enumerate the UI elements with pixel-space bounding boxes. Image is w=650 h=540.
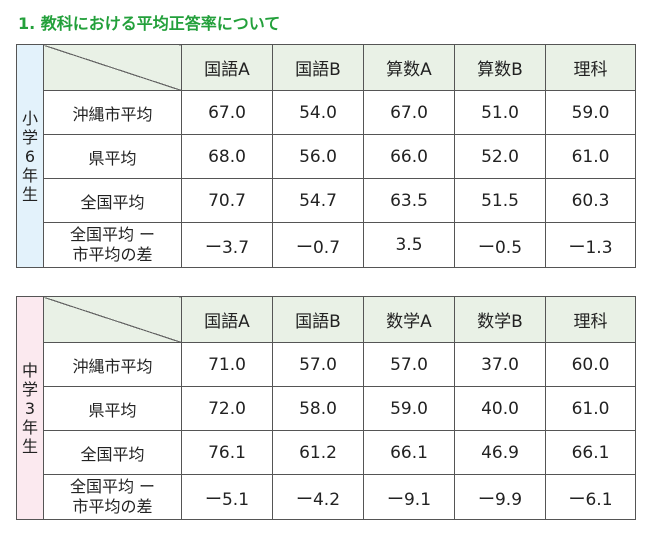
row-label: 沖縄市平均 xyxy=(43,90,182,135)
score-cell: 66.0 xyxy=(363,134,455,179)
section-heading: 1. 教科における平均正答率について xyxy=(18,14,281,33)
column-header: 国語B xyxy=(272,44,364,91)
table-row: 県平均 68.0 56.0 66.0 52.0 61.0 xyxy=(17,134,636,179)
score-cell: 66.1 xyxy=(545,430,636,475)
difference-cell: ー9.9 xyxy=(454,474,546,520)
row-label: 全国平均 ー市平均の差 xyxy=(43,474,182,520)
table-row: 沖縄市平均 67.0 54.0 67.0 51.0 59.0 xyxy=(17,90,636,135)
difference-cell: ー1.3 xyxy=(545,222,636,268)
difference-cell: ー3.7 xyxy=(181,222,273,268)
score-cell: 67.0 xyxy=(363,90,455,135)
column-header: 理科 xyxy=(545,296,636,343)
score-cell: 54.0 xyxy=(272,90,364,135)
row-label: 全国平均 xyxy=(43,430,182,475)
column-header: 国語B xyxy=(272,296,364,343)
difference-cell: ー9.1 xyxy=(363,474,455,520)
score-cell: 59.0 xyxy=(545,90,636,135)
column-header: 数学A xyxy=(363,296,455,343)
column-header: 国語A xyxy=(181,44,273,91)
table-row: 全国平均 70.7 54.7 63.5 51.5 60.3 xyxy=(17,178,636,223)
difference-cell: ー6.1 xyxy=(545,474,636,520)
table-row: 沖縄市平均 71.0 57.0 57.0 37.0 60.0 xyxy=(17,342,636,387)
score-cell: 61.0 xyxy=(545,134,636,179)
elementary-score-table: 小学6年生 国語A 国語B 算数A 算数B 理科 沖縄市平均 67.0 54.0… xyxy=(16,44,636,268)
row-label: 全国平均 xyxy=(43,178,182,223)
column-header: 算数A xyxy=(363,44,455,91)
score-cell: 70.7 xyxy=(181,178,273,223)
score-cell: 60.0 xyxy=(545,342,636,387)
score-cell: 54.7 xyxy=(272,178,364,223)
score-cell: 63.5 xyxy=(363,178,455,223)
column-header: 国語A xyxy=(181,296,273,343)
column-header: 理科 xyxy=(545,44,636,91)
table-row: 全国平均 76.1 61.2 66.1 46.9 66.1 xyxy=(17,430,636,475)
score-cell: 76.1 xyxy=(181,430,273,475)
score-cell: 61.2 xyxy=(272,430,364,475)
grade-label: 小学6年生 xyxy=(16,44,44,268)
score-cell: 51.5 xyxy=(454,178,546,223)
score-cell: 40.0 xyxy=(454,386,546,431)
score-cell: 60.3 xyxy=(545,178,636,223)
score-cell: 59.0 xyxy=(363,386,455,431)
row-label: 沖縄市平均 xyxy=(43,342,182,387)
score-cell: 67.0 xyxy=(181,90,273,135)
score-cell: 61.0 xyxy=(545,386,636,431)
grade-label: 中学3年生 xyxy=(16,296,44,520)
score-cell: 71.0 xyxy=(181,342,273,387)
score-cell: 66.1 xyxy=(363,430,455,475)
score-cell: 58.0 xyxy=(272,386,364,431)
header-row: 小学6年生 国語A 国語B 算数A 算数B 理科 xyxy=(16,44,636,268)
difference-cell: ー5.1 xyxy=(181,474,273,520)
difference-cell: ー0.7 xyxy=(272,222,364,268)
score-cell: 52.0 xyxy=(454,134,546,179)
header-row: 中学3年生 国語A 国語B 数学A 数学B 理科 xyxy=(16,296,636,520)
score-cell: 57.0 xyxy=(272,342,364,387)
score-cell: 37.0 xyxy=(454,342,546,387)
score-cell: 57.0 xyxy=(363,342,455,387)
row-label: 県平均 xyxy=(43,134,182,179)
column-header: 数学B xyxy=(454,296,546,343)
table-row: 全国平均 ー市平均の差 ー3.7 ー0.7 3.5 ー0.5 ー1.3 xyxy=(17,222,636,268)
difference-cell: ー4.2 xyxy=(272,474,364,520)
score-cell: 68.0 xyxy=(181,134,273,179)
column-header: 算数B xyxy=(454,44,546,91)
score-cell: 72.0 xyxy=(181,386,273,431)
row-label: 全国平均 ー市平均の差 xyxy=(43,222,182,268)
row-label: 県平均 xyxy=(43,386,182,431)
score-cell: 51.0 xyxy=(454,90,546,135)
table-row: 全国平均 ー市平均の差 ー5.1 ー4.2 ー9.1 ー9.9 ー6.1 xyxy=(17,474,636,520)
score-cell: 56.0 xyxy=(272,134,364,179)
junior-high-score-table: 中学3年生 国語A 国語B 数学A 数学B 理科 沖縄市平均 71.0 57.0… xyxy=(16,296,636,520)
table-row: 県平均 72.0 58.0 59.0 40.0 61.0 xyxy=(17,386,636,431)
score-cell: 46.9 xyxy=(454,430,546,475)
difference-cell: ー0.5 xyxy=(454,222,546,268)
corner-cell xyxy=(43,296,182,343)
corner-cell xyxy=(43,44,182,91)
difference-cell: 3.5 xyxy=(363,222,455,268)
